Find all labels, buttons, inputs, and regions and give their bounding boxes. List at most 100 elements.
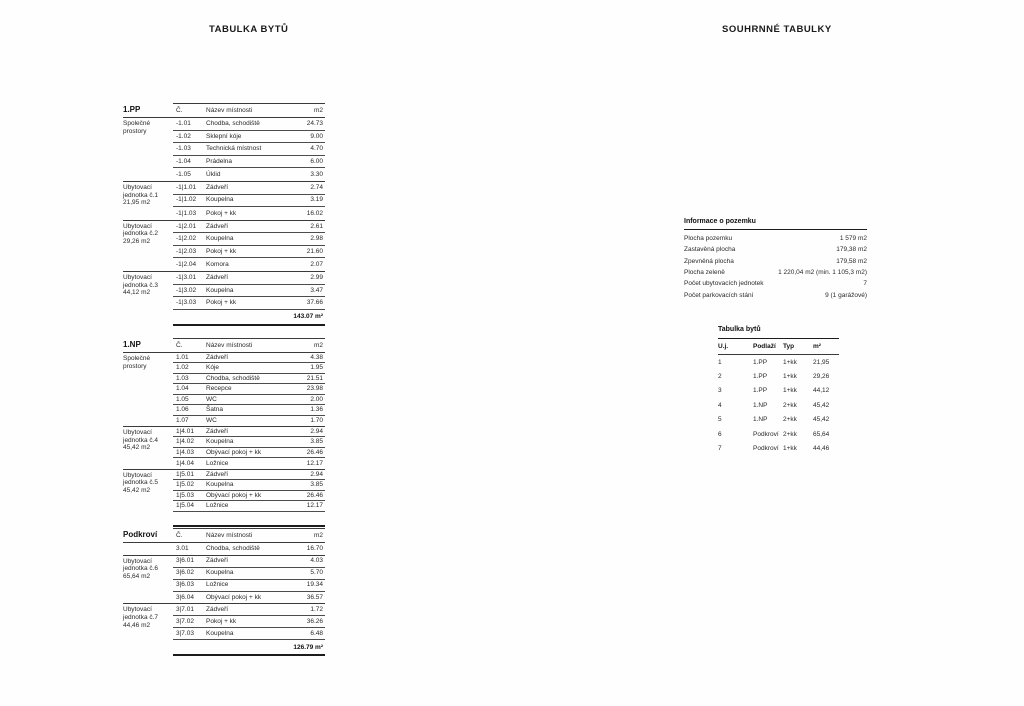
floor-label: 1.NP	[123, 340, 141, 349]
section-label: Ubytovací jednotka č.2 29,26 m2	[123, 221, 173, 271]
room-number-cell: 1.05	[176, 395, 189, 403]
room-number-cell: 1|4.02	[176, 438, 194, 446]
flats-summary-table: Tabulka bytů U.j. Podlaží Typ m² 1 1.PP 1+…	[718, 326, 839, 456]
room-table-section: Ubytovací jednotka č.1 21,95 m2 -1|1.01 Zádv…	[123, 182, 325, 221]
table-row: -1.05 Úklid 3.30	[173, 168, 325, 181]
room-area-cell: 6.48	[310, 629, 323, 637]
room-number-cell: 1.04	[176, 385, 189, 393]
room-table-section: Ubytovací jednotka č.5 45,42 m2 1|5.01 Zádve…	[123, 470, 325, 512]
table-row: 3|6.04 Obývací pokoj + kk 36.57	[173, 592, 325, 604]
table-row: -1|1.03 Pokoj + kk 16.02	[173, 207, 325, 220]
column-header-room-name: Název místnosti	[206, 106, 253, 114]
flat-area-cell: 44,12	[813, 387, 830, 395]
section-rows: 3|7.01 Zádveří 1.72 3|7.02 Pokoj + kk 36.26 3|…	[173, 604, 325, 641]
room-table-section: Ubytovací jednotka č.3 44,12 m2 -1|3.01 Zádv…	[123, 272, 325, 310]
section-label: Ubytovací jednotka č.4 45,42 m2	[123, 427, 173, 469]
land-info-title: Informace o pozemku	[684, 218, 867, 230]
section-label: Ubytovací jednotka č.7 44,46 m2	[123, 604, 173, 640]
flat-type-cell: 1+kk	[783, 358, 797, 366]
table-row: 1.06 Šatna 1.36	[173, 405, 325, 416]
section-label-line: 65,64 m2	[123, 573, 151, 581]
room-table: 1.PP Č. Název místnosti m2 Společné prostory -…	[123, 103, 325, 326]
room-number-cell: 1|4.03	[176, 448, 194, 456]
room-area-cell: 3.85	[310, 481, 323, 489]
room-name-cell: Chodba, schodiště	[206, 119, 260, 127]
room-area-cell: 1.70	[310, 416, 323, 424]
room-area-cell: 9.00	[310, 132, 323, 140]
table-row: 3|7.03 Koupelna 6.48	[173, 628, 325, 641]
section-rows: 1|4.01 Zádveří 2.94 1|4.02 Koupelna 3.85 1|4.0…	[173, 427, 325, 469]
column-header-number: Č.	[176, 531, 183, 539]
room-name-cell: Pokoj + kk	[206, 247, 237, 255]
land-info-row: Zastavěná plocha 179,38 m2	[684, 244, 867, 255]
table-row: -1|3.01 Zádveří 2.99	[173, 272, 325, 285]
room-number-cell: -1|1.02	[176, 196, 197, 204]
land-info-row: Počet ubytovacích jednotek 7	[684, 278, 867, 289]
table-row: -1.01 Chodba, schodiště 24.73	[173, 118, 325, 131]
room-number-cell: 1|5.02	[176, 481, 194, 489]
room-name-cell: Technická místnost	[206, 145, 262, 153]
room-table-section: 3.01 Chodba, schodiště 16.70	[123, 543, 325, 556]
room-name-cell: Koupelna	[206, 438, 234, 446]
room-number-cell: 1|5.03	[176, 491, 194, 499]
table-row: -1.03 Technická místnost 4.70	[173, 143, 325, 156]
room-area-cell: 26.46	[306, 491, 323, 499]
land-info-label: Počet ubytovacích jednotek	[684, 280, 764, 288]
flat-unit-cell: 4	[718, 401, 722, 409]
section-rows: 3|6.01 Zádveří 4.03 3|6.02 Koupelna 5.70 3|6.0…	[173, 556, 325, 604]
room-area-cell: 21.60	[306, 247, 323, 255]
table-row: -1|1.01 Zádveří 2.74	[173, 182, 325, 195]
section-rows: 1.01 Zádveří 4.38 1.02 Kóje 1.95 1.03 Chodba, s…	[173, 353, 325, 426]
column-header-area: m2	[313, 341, 323, 349]
room-number-cell: 1|5.04	[176, 501, 194, 509]
room-number-cell: 3|7.03	[176, 629, 194, 637]
room-area-cell: 36.57	[306, 593, 323, 601]
flat-area-cell: 21,95	[813, 358, 830, 366]
flat-area-cell: 44,46	[813, 445, 830, 453]
page-title-left: TABULKA BYTŮ	[209, 24, 289, 35]
room-name-cell: Prádelna	[206, 157, 233, 165]
room-table: Podkroví Č. Název místnosti m2 3.01 Chodba, s…	[123, 528, 325, 657]
room-number-cell: 1.06	[176, 406, 189, 414]
room-number-cell: -1.03	[176, 145, 191, 153]
table-row: -1|3.02 Koupelna 3.47	[173, 285, 325, 298]
room-table-section: Společné prostory -1.01 Chodba, schodiště 24…	[123, 118, 325, 182]
room-name-cell: WC	[206, 395, 217, 403]
room-name-cell: Obývací pokoj + kk	[206, 491, 262, 499]
room-name-cell: Sklepní kóje	[206, 132, 242, 140]
room-name-cell: Zádveří	[206, 427, 229, 435]
flat-area-cell: 65,64	[813, 430, 830, 438]
room-name-cell: WC	[206, 416, 217, 424]
flat-unit-cell: 5	[718, 416, 722, 424]
room-name-cell: Pokoj + kk	[206, 299, 237, 307]
room-name-cell: Koupelna	[206, 235, 234, 243]
section-label-line: Ubytovací	[123, 606, 152, 614]
land-info-value: 9 (1 garážové)	[825, 291, 867, 299]
room-number-cell: 1.07	[176, 416, 189, 424]
flat-area-cell: 45,42	[813, 416, 830, 424]
section-label-line: prostory	[123, 127, 147, 135]
land-info-row: Plocha pozemku 1 579 m2	[684, 233, 867, 244]
land-info-label: Počet parkovacích stání	[684, 291, 754, 299]
flat-floor-cell: 1.PP	[753, 358, 768, 366]
room-area-cell: 1.36	[310, 406, 323, 414]
room-table-section: Společné prostory 1.01 Zádveří 4.38 1.02 Kóje 1…	[123, 353, 325, 427]
flat-floor-cell: 1.NP	[753, 401, 768, 409]
land-info-rows: Plocha pozemku 1 579 m2 Zastavěná plocha 17…	[684, 233, 867, 301]
section-rows: -1|1.01 Zádveří 2.74 -1|1.02 Koupelna 3.19 -1|…	[173, 182, 325, 220]
room-name-cell: Zádveří	[206, 470, 229, 478]
room-name-cell: Úklid	[206, 170, 221, 178]
room-number-cell: -1.04	[176, 157, 191, 165]
room-number-cell: 3|6.01	[176, 557, 194, 565]
table-row: 1.04 Recepce 23.98	[173, 384, 325, 395]
room-area-cell: 16.02	[306, 209, 323, 217]
land-info-row: Plocha zeleně 1 220,04 m2 (min. 1 105,3 m…	[684, 267, 867, 278]
room-number-cell: -1|3.02	[176, 286, 197, 294]
column-header-area: m2	[313, 531, 323, 539]
table-row: 1|5.01 Zádveří 2.94	[173, 470, 325, 481]
room-number-cell: -1.01	[176, 119, 191, 127]
room-number-cell: 1|4.01	[176, 427, 194, 435]
room-name-cell: Pokoj + kk	[206, 617, 237, 625]
flat-unit-cell: 6	[718, 430, 722, 438]
land-info-value: 1 579 m2	[839, 235, 867, 243]
